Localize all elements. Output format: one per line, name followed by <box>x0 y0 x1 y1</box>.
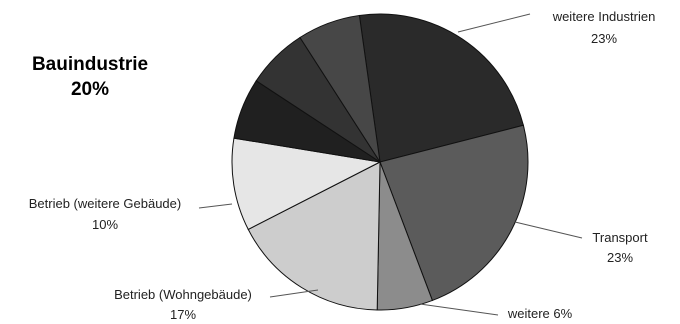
leader-transport <box>514 221 583 239</box>
leader-weitere-gebaeude <box>198 203 233 209</box>
label-transport-name: Transport <box>592 230 648 245</box>
callout-bauindustrie-name: Bauindustrie <box>32 54 148 75</box>
pie-slices <box>231 13 529 311</box>
pie-slice-weitere-industrien <box>358 13 524 163</box>
label-weitere-name: weitere 6% <box>507 306 573 321</box>
label-weitere-gebaeude-name: Betrieb (weitere Gebäude) <box>29 196 181 211</box>
label-wohngebaeude-value: 17% <box>170 307 196 322</box>
label-transport-value: 23% <box>607 250 633 265</box>
pie-slice-betrieb-wohngebäude <box>247 161 381 311</box>
label-weitere-gebaeude-value: 10% <box>92 217 118 232</box>
leader-wohngebaeude <box>269 289 319 298</box>
label-weitere-industrien-name: weitere Industrien <box>552 9 656 24</box>
callout-bauindustrie-value: 20% <box>71 79 109 100</box>
pie-slice-bauindustrie-3 <box>299 14 381 163</box>
pie-slice-betrieb-weitere-gebäude <box>231 137 382 231</box>
pie-slice-transport <box>379 124 529 302</box>
label-weitere-industrien-value: 23% <box>591 31 617 46</box>
label-wohngebaeude-name: Betrieb (Wohngebäude) <box>114 287 252 302</box>
leader-weitere-industrien <box>457 13 531 33</box>
leader-weitere <box>419 303 499 316</box>
